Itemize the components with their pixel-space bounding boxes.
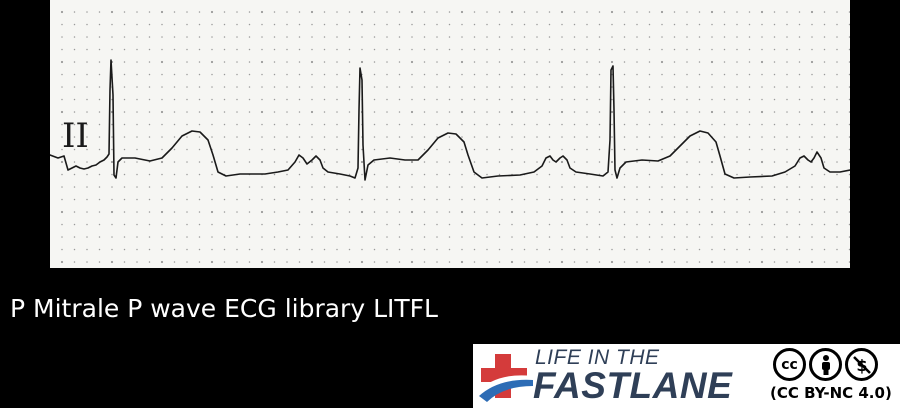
litfl-cross-logo-icon <box>477 354 533 402</box>
ecg-graph: II <box>50 10 850 264</box>
license-label: (CC BY-NC 4.0) <box>770 384 892 402</box>
ecg-strip: II <box>50 0 850 268</box>
lead-label: II <box>62 116 89 156</box>
image-caption: P Mitrale P wave ECG library LITFL <box>10 294 438 323</box>
cc-icon: cc <box>773 348 806 381</box>
logo-text-fastlane: FASTLANE <box>533 365 733 406</box>
non-commercial-dollar-icon: $ <box>845 348 878 381</box>
license-icons: cc $ <box>773 348 878 381</box>
litfl-license-badge: LIFE IN THE FASTLANE cc $ (CC BY-NC 4.0) <box>473 344 900 408</box>
ecg-grid-dots <box>60 10 850 264</box>
attribution-person-icon <box>809 348 842 381</box>
ecg-trace <box>50 59 850 181</box>
logo-text-life-in-the: LIFE IN THE <box>535 346 660 369</box>
